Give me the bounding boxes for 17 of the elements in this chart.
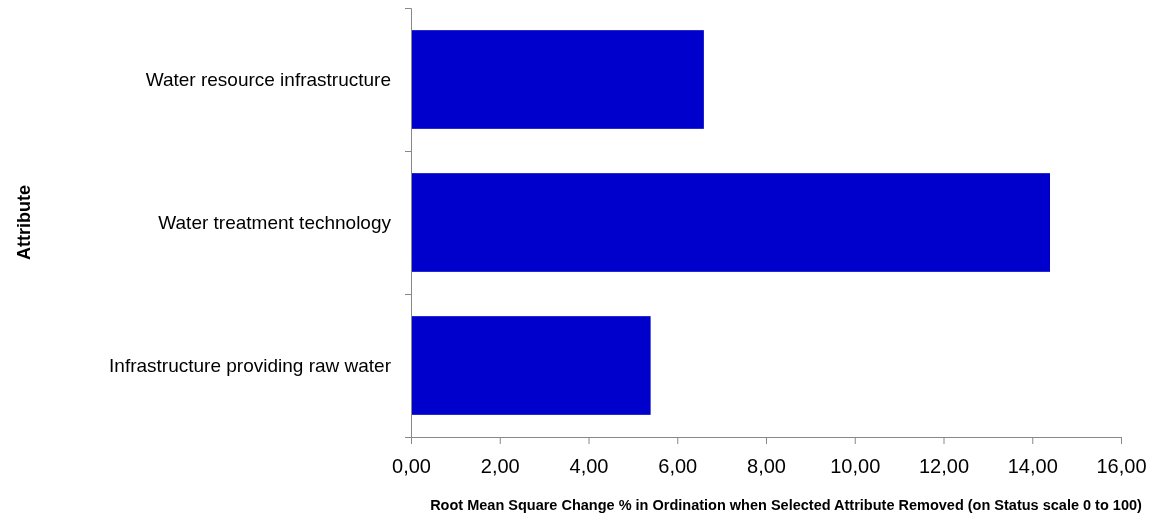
y-tick-label: Infrastructure providing raw water bbox=[109, 355, 392, 377]
bar bbox=[411, 30, 704, 129]
x-tick-label: 12,00 bbox=[918, 455, 970, 477]
y-tick-label: Water resource infrastructure bbox=[145, 69, 391, 91]
y-axis-title: Attribute bbox=[14, 185, 34, 260]
x-tick-label: 2,00 bbox=[480, 455, 520, 477]
x-tick-label: 4,00 bbox=[569, 455, 609, 477]
x-tick-label: 14,00 bbox=[1007, 455, 1058, 477]
y-tick-label: Water treatment technology bbox=[158, 212, 392, 234]
bar bbox=[411, 173, 1050, 272]
x-tick-label: 16,00 bbox=[1096, 455, 1147, 477]
x-tick-label: 8,00 bbox=[747, 455, 786, 477]
x-tick-label: 0,00 bbox=[392, 455, 431, 477]
x-tick-label: 10,00 bbox=[830, 455, 881, 477]
x-tick-label: 6,00 bbox=[658, 455, 698, 477]
x-axis-title: Root Mean Square Change % in Ordination when Selected Attribute Removed (on Status scale 0 to 100) bbox=[430, 497, 1143, 513]
bar bbox=[411, 316, 651, 415]
